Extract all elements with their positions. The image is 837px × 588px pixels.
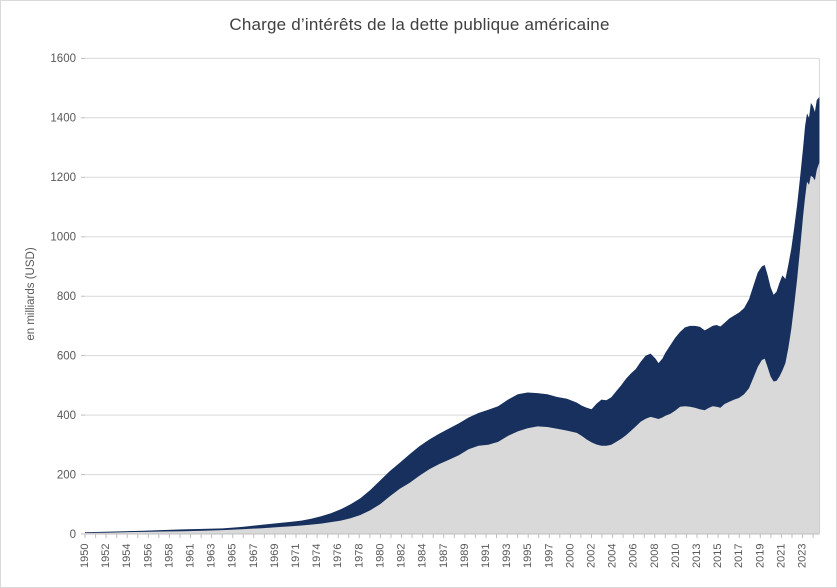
x-tick-label: 1967 xyxy=(248,544,260,568)
chart-title: Charge d’intérêts de la dette publique a… xyxy=(229,15,610,34)
area-series-dark xyxy=(85,97,820,534)
x-tick-label: 2004 xyxy=(607,544,619,568)
y-tick-label: 0 xyxy=(70,529,76,541)
x-tick-label: 2008 xyxy=(649,544,661,568)
y-tick-label: 600 xyxy=(57,350,76,362)
x-tick-label: 1978 xyxy=(353,544,365,568)
x-tick-label: 1969 xyxy=(269,544,281,568)
y-tick-label: 1000 xyxy=(50,232,76,244)
y-tick-label: 800 xyxy=(57,291,76,303)
x-tick-label: 1987 xyxy=(438,544,450,568)
y-tick-label: 1200 xyxy=(50,172,76,184)
x-tick-label: 1956 xyxy=(142,544,154,568)
x-tick-label: 2010 xyxy=(670,544,682,568)
x-tick-label: 1952 xyxy=(100,544,112,568)
x-tick-label: 1993 xyxy=(501,544,513,568)
x-tick-label: 1989 xyxy=(459,544,471,568)
x-tick-label: 1954 xyxy=(121,544,133,568)
x-tick-label: 1995 xyxy=(522,544,534,568)
x-tick-label: 2019 xyxy=(754,544,766,568)
y-tick-label: 400 xyxy=(57,410,76,422)
x-tick-label: 1980 xyxy=(374,544,386,568)
x-tick-label: 1974 xyxy=(311,544,323,568)
x-tick-label: 2021 xyxy=(775,544,787,568)
x-tick-label: 1950 xyxy=(79,544,91,568)
y-tick-label: 1400 xyxy=(50,113,76,125)
x-tick-label: 1965 xyxy=(227,544,239,568)
x-tick-label: 2002 xyxy=(586,544,598,568)
x-tick-label: 1971 xyxy=(290,544,302,568)
x-tick-label: 1991 xyxy=(480,544,492,568)
x-tick-label: 2013 xyxy=(691,544,703,568)
x-tick-label: 2023 xyxy=(797,544,809,568)
x-tick-label: 2000 xyxy=(564,544,576,568)
x-tick-label: 2017 xyxy=(733,544,745,568)
y-tick-label: 1600 xyxy=(50,53,76,65)
y-tick-label: 200 xyxy=(57,469,76,481)
x-tick-label: 1984 xyxy=(417,544,429,568)
x-tick-label: 1997 xyxy=(543,544,555,568)
area-series-light xyxy=(85,162,820,534)
x-tick-label: 2006 xyxy=(628,544,640,568)
x-tick-label: 2015 xyxy=(712,544,724,568)
x-tick-label: 1963 xyxy=(206,544,218,568)
x-tick-label: 1958 xyxy=(163,544,175,568)
x-tick-label: 1976 xyxy=(332,544,344,568)
x-tick-label: 1982 xyxy=(396,544,408,568)
x-tick-label: 1961 xyxy=(185,544,197,568)
